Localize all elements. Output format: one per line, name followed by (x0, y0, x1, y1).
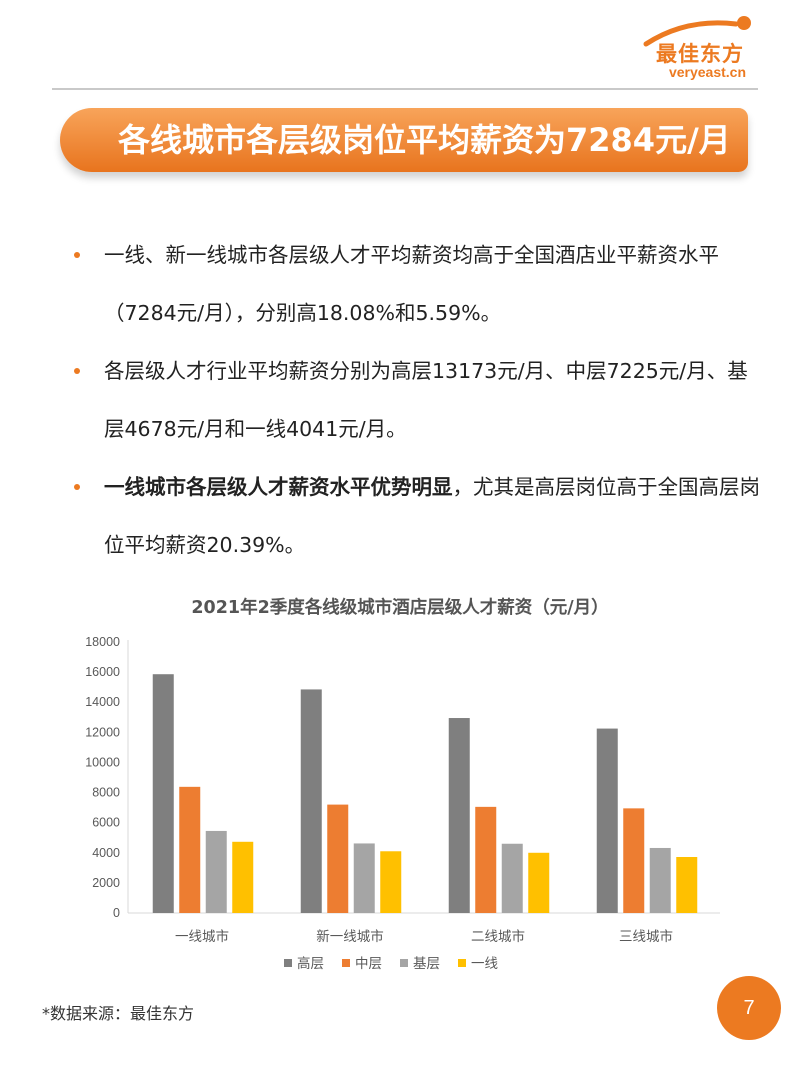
legend-swatch (284, 959, 292, 967)
bullet-item-3: 一线城市各层级人才薪资水平优势明显，尤其是高层岗位高于全国高层岗位平均薪资20.… (72, 458, 762, 574)
bar-一线 (528, 852, 550, 913)
y-tick-label: 0 (113, 906, 120, 920)
page-title: 各线城市各层级岗位平均薪资为7284元/月 (118, 121, 731, 159)
bullet-text: 各层级人才行业平均薪资分别为高层13173元/月、中层7225元/月、基层467… (104, 359, 748, 441)
bar-中层 (623, 808, 645, 913)
bar-一线 (232, 841, 254, 913)
legend-label: 基层 (413, 955, 440, 972)
header-divider (52, 88, 758, 90)
legend-swatch (458, 959, 466, 967)
bar-基层 (649, 847, 671, 913)
bar-基层 (353, 843, 375, 913)
bullet-text: ，尤其是高层岗位高于全国高层岗位平均薪资20.39%。 (104, 475, 760, 557)
legend-swatch (400, 959, 408, 967)
y-tick-label: 14000 (85, 695, 120, 709)
x-tick-label: 三线城市 (619, 928, 673, 945)
y-tick-label: 8000 (92, 786, 120, 800)
x-tick-label: 一线城市 (175, 928, 229, 945)
x-tick-label: 新一线城市 (316, 928, 384, 945)
bar-高层 (448, 718, 470, 913)
bullet-item-1: 一线、新一线城市各层级人才平均薪资均高于全国酒店业平薪资水平（7284元/月），… (72, 226, 762, 342)
bar-中层 (179, 786, 201, 913)
bullet-bold-text: 一线城市各层级人才薪资水平优势明显 (104, 475, 453, 499)
bar-中层 (475, 806, 497, 913)
bar-中层 (327, 804, 349, 913)
logo-name: 最佳东方 (656, 42, 744, 66)
data-source: *数据来源：最佳东方 (42, 1004, 195, 1023)
y-tick-label: 6000 (92, 816, 120, 830)
bullet-item-2: 各层级人才行业平均薪资分别为高层13173元/月、中层7225元/月、基层467… (72, 342, 762, 458)
legend-swatch (342, 959, 350, 967)
logo-domain: veryeast.cn (668, 64, 746, 80)
legend-label: 一线 (471, 956, 498, 972)
logo: 最佳东方 veryeast.cn (626, 14, 756, 80)
y-tick-label: 2000 (92, 876, 120, 890)
logo-swoosh-icon (643, 16, 751, 47)
legend-label: 中层 (355, 956, 382, 972)
x-tick-label: 二线城市 (471, 928, 525, 945)
bar-高层 (300, 689, 322, 913)
page-number: 7 (717, 976, 781, 1040)
bar-基层 (501, 843, 523, 913)
bar-一线 (676, 856, 698, 913)
y-tick-label: 16000 (85, 665, 120, 679)
bullet-list: 一线、新一线城市各层级人才平均薪资均高于全国酒店业平薪资水平（7284元/月），… (72, 226, 762, 574)
chart-title: 2021年2季度各线级城市酒店层级人才薪资（元/月） (191, 598, 609, 618)
bar-高层 (152, 674, 174, 913)
legend-label: 高层 (297, 955, 324, 972)
bar-基层 (205, 830, 227, 913)
y-tick-label: 10000 (85, 755, 120, 769)
title-banner (60, 108, 748, 172)
bullet-text: 一线、新一线城市各层级人才平均薪资均高于全国酒店业平薪资水平（7284元/月），… (104, 243, 719, 325)
bar-一线 (380, 851, 402, 913)
y-tick-label: 4000 (92, 846, 120, 860)
y-tick-label: 12000 (85, 725, 120, 739)
y-tick-label: 18000 (85, 635, 120, 649)
bar-高层 (596, 728, 618, 913)
